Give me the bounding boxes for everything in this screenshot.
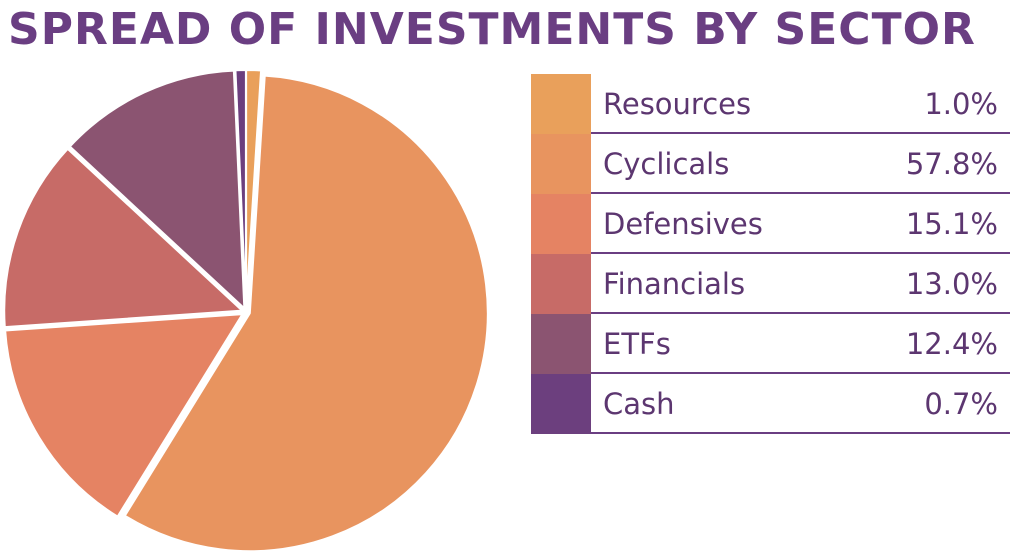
legend-value-defensives: 15.1%	[905, 207, 998, 241]
legend-label-cash: Cash	[603, 387, 675, 421]
pie-chart	[3, 69, 489, 553]
pie-slice-cyclicals	[123, 74, 489, 553]
legend-value-cyclicals: 57.8%	[905, 147, 998, 181]
legend-swatch-etfs	[531, 314, 591, 374]
legend-value-cash: 0.7%	[924, 387, 998, 421]
legend-label-etfs: ETFs	[603, 327, 671, 361]
legend-swatch-resources	[531, 74, 591, 134]
pie-slice-financials	[3, 147, 244, 329]
legend-label-resources: Resources	[603, 87, 752, 121]
legend-row-cyclicals: Cyclicals 57.8%	[531, 134, 1010, 194]
legend-row-financials: Financials 13.0%	[531, 254, 1010, 314]
legend-swatch-defensives	[531, 194, 591, 254]
pie-slice-cash	[234, 69, 247, 310]
legend-swatch-financials	[531, 254, 591, 314]
legend-row-cash: Cash 0.7%	[531, 374, 1010, 434]
legend-value-financials: 13.0%	[905, 267, 998, 301]
legend-swatch-cyclicals	[531, 134, 591, 194]
legend-value-etfs: 12.4%	[905, 327, 998, 361]
legend-row-defensives: Defensives 15.1%	[531, 194, 1010, 254]
legend-row-resources: Resources 1.0%	[531, 74, 1010, 134]
pie-slice-defensives	[4, 313, 244, 518]
legend: Resources 1.0% Cyclicals 57.8% Defensive…	[531, 74, 1010, 434]
pie-slice-etfs	[68, 69, 246, 310]
legend-row-etfs: ETFs 12.4%	[531, 314, 1010, 374]
chart-title: SPREAD OF INVESTMENTS BY SECTOR	[8, 4, 976, 55]
legend-label-defensives: Defensives	[603, 207, 763, 241]
legend-value-resources: 1.0%	[924, 87, 998, 121]
legend-swatch-cash	[531, 374, 591, 434]
legend-label-financials: Financials	[603, 267, 746, 301]
legend-label-cyclicals: Cyclicals	[603, 147, 730, 181]
